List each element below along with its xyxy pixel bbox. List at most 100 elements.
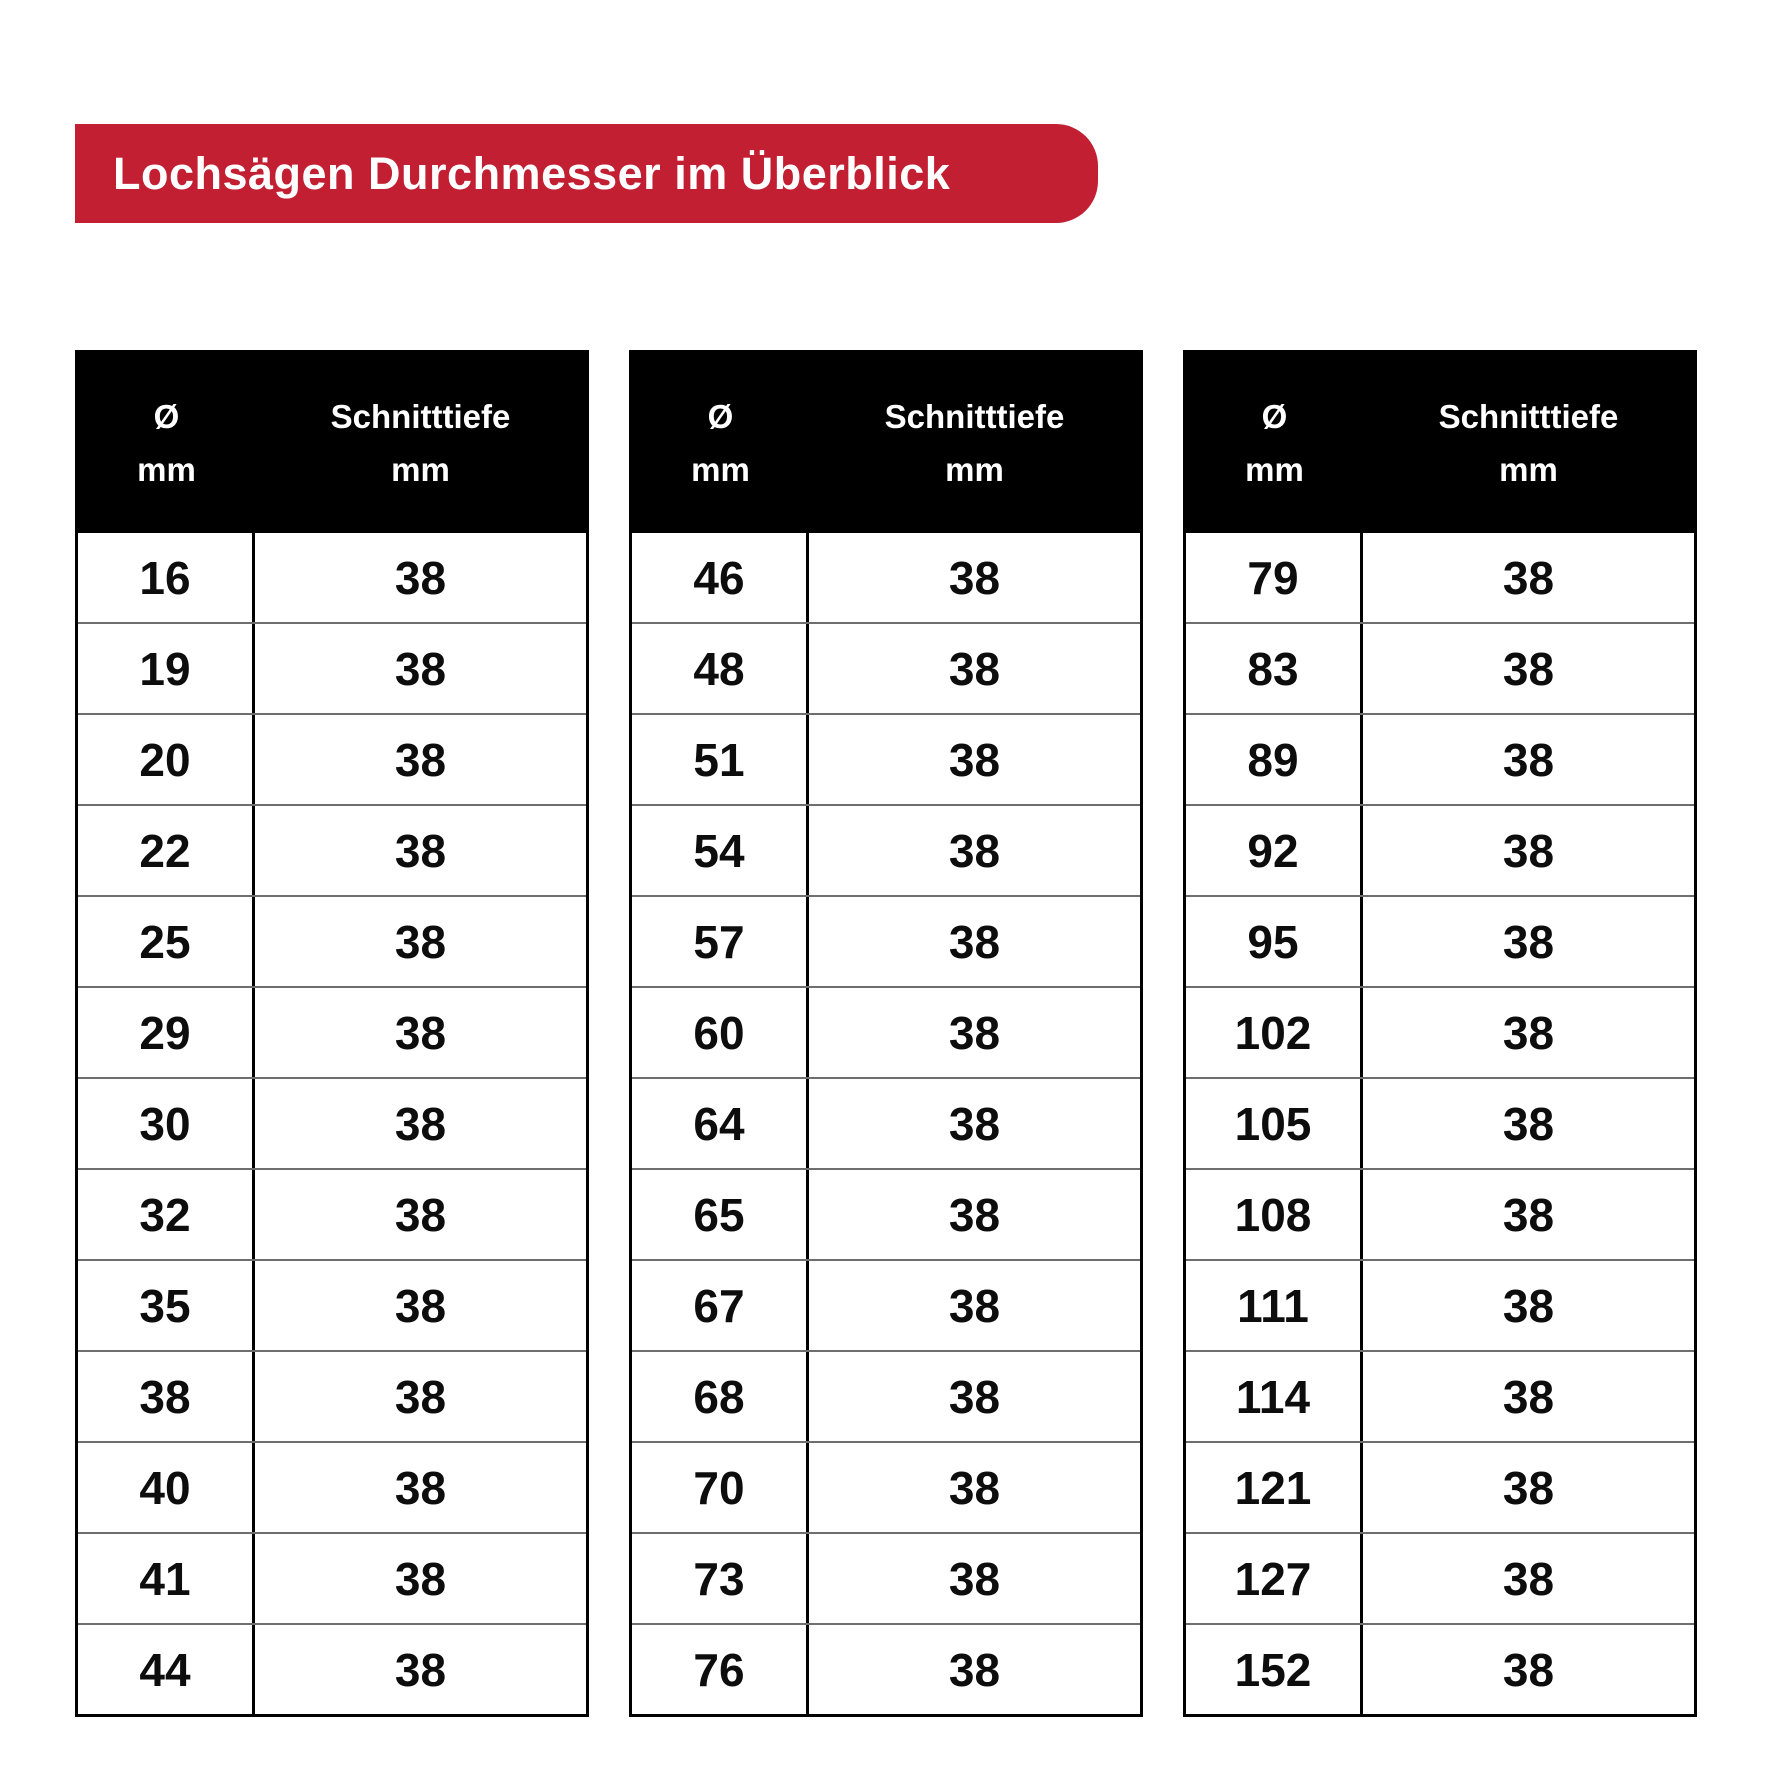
diameter-cell: 65: [632, 1170, 809, 1259]
diameter-cell: 114: [1186, 1352, 1363, 1441]
table-row: 114 38: [1186, 1350, 1694, 1441]
diameter-cell: 32: [78, 1170, 255, 1259]
diameter-column-header: Ø mm: [1186, 390, 1363, 496]
depth-column-header: Schnitttiefe mm: [809, 390, 1140, 496]
table-row: 46 38: [632, 533, 1140, 622]
diameter-cell: 30: [78, 1079, 255, 1168]
depth-cell: 38: [1502, 824, 1555, 877]
depth-cell: 38: [948, 1552, 1001, 1605]
depth-cell: 38: [948, 551, 1001, 604]
table-row: 54 38: [632, 804, 1140, 895]
diameter-cell: 76: [632, 1625, 809, 1714]
depth-label: Schnitttiefe: [330, 398, 511, 435]
depth-cell: 38: [1502, 1279, 1555, 1332]
table-row: 19 38: [78, 622, 586, 713]
diameter-cell: 54: [632, 806, 809, 895]
diameter-cell: 64: [632, 1079, 809, 1168]
depth-cell: 38: [1502, 1006, 1555, 1059]
depth-cell: 38: [948, 1461, 1001, 1514]
table-row: 68 38: [632, 1350, 1140, 1441]
table-row: 79 38: [1186, 533, 1694, 622]
diameter-cell: 68: [632, 1352, 809, 1441]
table-body: 46 38 48 38 51 38 54 38 57 38 60 38 64 38 65 38 67 38 68 38…: [632, 533, 1140, 1714]
diameter-cell: 25: [78, 897, 255, 986]
depth-cell: 38: [948, 1188, 1001, 1241]
depth-label: Schnitttiefe: [1438, 398, 1619, 435]
depth-cell: 38: [948, 915, 1001, 968]
table-row: 60 38: [632, 986, 1140, 1077]
depth-cell: 38: [948, 824, 1001, 877]
table-row: 51 38: [632, 713, 1140, 804]
table-row: 67 38: [632, 1259, 1140, 1350]
table-row: 65 38: [632, 1168, 1140, 1259]
table-body: 79 38 83 38 89 38 92 38 95 38 102 38 105 38 108 38 111 38…: [1186, 533, 1694, 1714]
depth-cell: 38: [1502, 551, 1555, 604]
depth-cell: 38: [1502, 1461, 1555, 1514]
depth-cell: 38: [948, 1370, 1001, 1423]
tables-row: Ø mm Schnitttiefe mm 16 38 19 38 20 38 22 38 25 3…: [75, 350, 1697, 1717]
table-row: 38 38: [78, 1350, 586, 1441]
depth-cell: 38: [394, 824, 447, 877]
diameter-cell: 89: [1186, 715, 1363, 804]
table-row: 44 38: [78, 1623, 586, 1714]
diameter-cell: 152: [1186, 1625, 1363, 1714]
diameter-unit: mm: [137, 451, 196, 488]
depth-cell: 38: [394, 1552, 447, 1605]
depth-cell: 38: [1502, 733, 1555, 786]
diameter-cell: 95: [1186, 897, 1363, 986]
table-row: 64 38: [632, 1077, 1140, 1168]
diameter-cell: 92: [1186, 806, 1363, 895]
diameter-cell: 29: [78, 988, 255, 1077]
size-table-2: Ø mm Schnitttiefe mm 46 38 48 38 51 38 54 38 57 3…: [629, 350, 1143, 1717]
depth-cell: 38: [394, 1461, 447, 1514]
page-title: Lochsägen Durchmesser im Überblick: [113, 147, 951, 199]
depth-cell: 38: [1502, 1188, 1555, 1241]
diameter-unit: mm: [691, 451, 750, 488]
diameter-cell: 44: [78, 1625, 255, 1714]
table-row: 127 38: [1186, 1532, 1694, 1623]
diameter-cell: 16: [78, 533, 255, 622]
diameter-cell: 102: [1186, 988, 1363, 1077]
depth-unit: mm: [1499, 451, 1558, 488]
size-table-1: Ø mm Schnitttiefe mm 16 38 19 38 20 38 22 38 25 3…: [75, 350, 589, 1717]
depth-cell: 38: [948, 1643, 1001, 1696]
table-row: 35 38: [78, 1259, 586, 1350]
diameter-cell: 46: [632, 533, 809, 622]
table-row: 111 38: [1186, 1259, 1694, 1350]
depth-cell: 38: [1502, 915, 1555, 968]
title-banner: Lochsägen Durchmesser im Überblick: [75, 124, 1098, 223]
table-row: 16 38: [78, 533, 586, 622]
table-row: 57 38: [632, 895, 1140, 986]
diameter-unit: mm: [1245, 451, 1304, 488]
table-body: 16 38 19 38 20 38 22 38 25 38 29 38 30 38 32 38 35 38 38 38…: [78, 533, 586, 1714]
table-header: Ø mm Schnitttiefe mm: [1186, 353, 1694, 533]
table-row: 22 38: [78, 804, 586, 895]
diameter-cell: 48: [632, 624, 809, 713]
table-row: 32 38: [78, 1168, 586, 1259]
depth-cell: 38: [948, 1279, 1001, 1332]
depth-cell: 38: [394, 915, 447, 968]
depth-cell: 38: [948, 733, 1001, 786]
diameter-symbol: Ø: [1261, 398, 1288, 435]
diameter-cell: 60: [632, 988, 809, 1077]
depth-unit: mm: [391, 451, 450, 488]
table-row: 70 38: [632, 1441, 1140, 1532]
depth-cell: 38: [394, 1006, 447, 1059]
depth-cell: 38: [948, 1097, 1001, 1150]
depth-column-header: Schnitttiefe mm: [1363, 390, 1694, 496]
depth-cell: 38: [394, 1097, 447, 1150]
depth-cell: 38: [394, 1188, 447, 1241]
diameter-column-header: Ø mm: [78, 390, 255, 496]
table-row: 108 38: [1186, 1168, 1694, 1259]
depth-cell: 38: [1502, 1370, 1555, 1423]
depth-label: Schnitttiefe: [884, 398, 1065, 435]
diameter-cell: 19: [78, 624, 255, 713]
table-row: 95 38: [1186, 895, 1694, 986]
diameter-cell: 73: [632, 1534, 809, 1623]
diameter-cell: 22: [78, 806, 255, 895]
depth-cell: 38: [1502, 1097, 1555, 1150]
diameter-cell: 79: [1186, 533, 1363, 622]
table-row: 92 38: [1186, 804, 1694, 895]
depth-cell: 38: [948, 1006, 1001, 1059]
diameter-symbol: Ø: [153, 398, 180, 435]
